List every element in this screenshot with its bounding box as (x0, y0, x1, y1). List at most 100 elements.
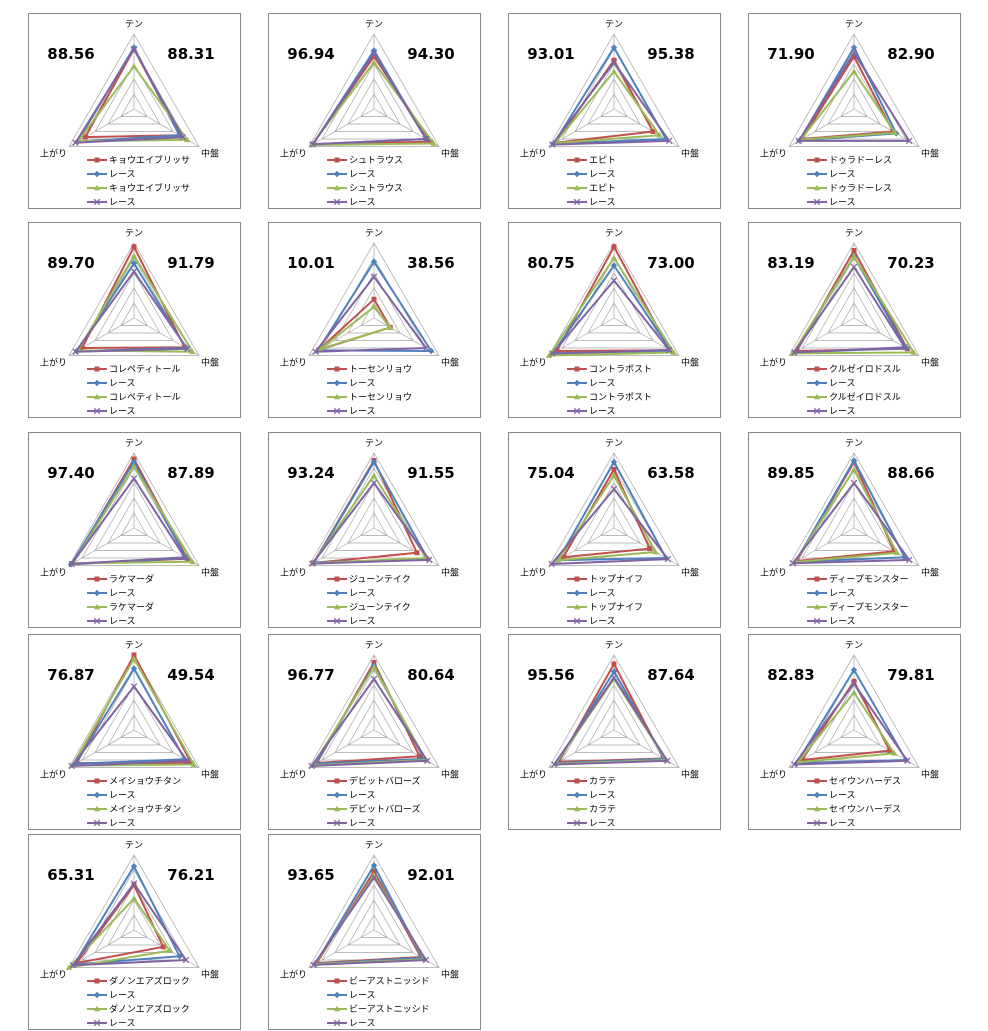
radar-data-point (610, 485, 618, 493)
legend-entry-label: セイウンハーデス (829, 803, 901, 815)
radar-series-line (795, 669, 907, 764)
radar-gridline (68, 452, 200, 566)
right-score-label: 79.81 (887, 666, 934, 684)
legend-entry-label: レース (109, 791, 136, 801)
legend-entry-label: シュトラウス (349, 183, 403, 194)
legend-marker (94, 576, 100, 582)
legend-marker (93, 393, 101, 400)
radar-data-point (652, 548, 659, 555)
radar-gridline (548, 242, 680, 356)
legend-marker (573, 603, 581, 610)
radar-series-line (793, 266, 906, 354)
radar-chart-panel: テン 中盤 上がり 88.56 88.31 キョウエイブリッサ レース キョウエイブリッサ レー… (28, 13, 241, 209)
radar-gridline (788, 654, 920, 768)
radar-data-point (130, 863, 138, 870)
radar-data-point (851, 248, 857, 253)
legend-marker (93, 991, 101, 999)
radar-data-point (370, 50, 378, 57)
radar-data-point (610, 674, 618, 681)
radar-data-point (74, 960, 80, 966)
radar-axis-label: 上がり (280, 148, 307, 160)
radar-axis-label: 上がり (40, 769, 67, 781)
radar-gridline (107, 497, 161, 544)
radar-axis-label: 上がり (40, 567, 67, 579)
legend-marker (813, 170, 821, 178)
radar-chart-panel: テン 中盤 上がり 96.77 80.64 デビットバローズ レース デビットバローズ レース (268, 634, 481, 830)
radar-chart-panel: テン 中盤 上がり 10.01 38.56 トーセンリョウ レース トーセンリョウ レース (268, 222, 481, 418)
radar-gridline (814, 482, 894, 551)
left-score-label: 65.31 (47, 866, 94, 884)
legend-entry-label: レース (349, 617, 376, 627)
legend-marker (813, 617, 821, 625)
radar-chart-panel: テン 中盤 上がり 75.04 63.58 トップナイフ レース トップナイフ レース (508, 432, 721, 628)
legend-entry-label: シュトラウス (349, 155, 403, 166)
radar-data-point (160, 944, 166, 950)
radar-gridline (94, 63, 174, 132)
radar-data-point (370, 663, 378, 670)
radar-gridline (94, 684, 174, 753)
legend-marker (93, 819, 101, 827)
radar-data-point (371, 54, 377, 59)
legend-entry-label: レース (829, 819, 856, 829)
radar-axis-label: 中盤 (441, 148, 459, 160)
legend-entry-label: クルゼイロドスル (829, 363, 901, 375)
legend-entry-label: カラテ (589, 776, 616, 787)
legend-marker (813, 805, 821, 812)
legend-entry-label: レース (589, 617, 616, 627)
radar-data-point (130, 463, 138, 469)
radar-series-line (74, 667, 186, 765)
radar-data-point (891, 750, 898, 756)
radar-gridline (347, 497, 401, 544)
radar-spoke (788, 527, 855, 566)
radar-gridline (334, 884, 414, 953)
legend-entry-label: レース (829, 589, 856, 599)
radar-axis-label: 中盤 (441, 969, 459, 981)
legend-marker (814, 157, 820, 163)
radar-gridline (587, 287, 641, 334)
radar-data-point (850, 44, 858, 51)
legend-marker (813, 589, 821, 597)
left-score-label: 93.01 (527, 45, 574, 63)
radar-axis-label: 中盤 (681, 567, 699, 579)
radar-gridline (334, 272, 414, 341)
radar-gridline (548, 654, 680, 768)
radar-series-line (71, 657, 195, 767)
legend-marker (813, 393, 821, 400)
radar-data-point (904, 757, 911, 765)
radar-data-point (65, 964, 73, 970)
radar-data-point (370, 479, 378, 487)
right-score-label: 70.23 (887, 254, 934, 272)
radar-series-line (794, 459, 906, 563)
radar-data-point (422, 956, 430, 964)
radar-series-line (313, 874, 426, 966)
legend-entry-label: トーセンリョウ (349, 392, 412, 403)
radar-gridline (840, 93, 868, 117)
legend-entry-label: レース (109, 991, 136, 1001)
radar-data-point (387, 324, 394, 330)
radar-axis-label: テン (845, 438, 863, 449)
radar-data-point (850, 689, 858, 695)
radar-series-line (311, 482, 431, 565)
radar-data-point (790, 349, 798, 356)
radar-data-point (130, 252, 138, 259)
legend-entry-label: レース (109, 379, 136, 389)
legend-entry-label: コレペティトール (109, 392, 180, 403)
radar-spoke (68, 729, 135, 768)
radar-axis-label: 中盤 (681, 148, 699, 160)
radar-gridline (600, 93, 628, 117)
radar-series-line (554, 678, 667, 765)
left-score-label: 82.83 (767, 666, 814, 684)
radar-data-point (647, 546, 653, 552)
radar-axis-label: 中盤 (681, 357, 699, 369)
radar-data-point (795, 137, 803, 145)
legend-entry-label: エピト (589, 183, 616, 194)
radar-data-point (310, 961, 317, 969)
radar-axis-label: 中盤 (921, 357, 939, 369)
radar-series-line (554, 59, 654, 144)
left-score-label: 83.19 (767, 254, 814, 272)
radar-data-point (610, 472, 618, 478)
